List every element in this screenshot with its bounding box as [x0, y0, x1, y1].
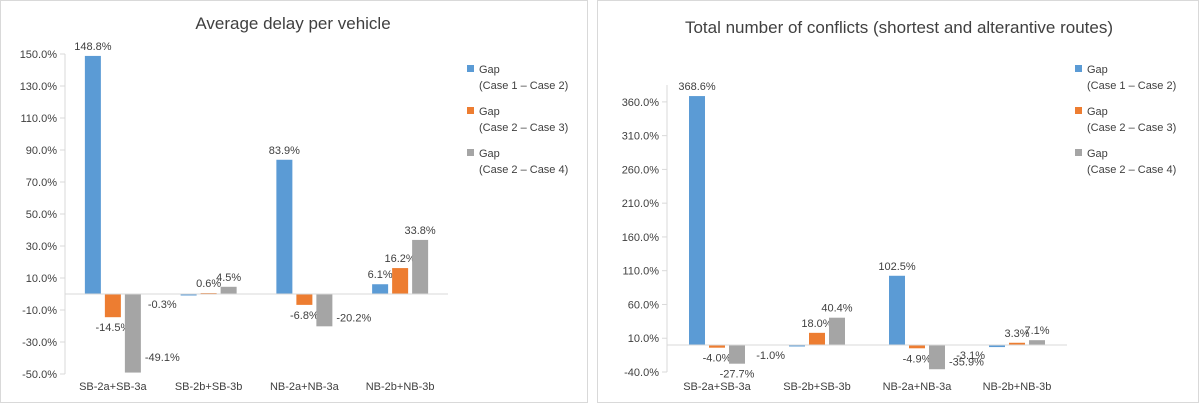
bar [689, 96, 705, 345]
y-tick-label: 130.0% [20, 81, 58, 93]
data-label: 0.6% [196, 278, 221, 290]
y-tick-label: 30.0% [26, 241, 57, 253]
legend-swatch [467, 107, 474, 114]
data-label: -20.2% [336, 312, 371, 324]
data-label: -4.9% [903, 353, 932, 365]
category-label: SB-2a+SB-3a [79, 381, 147, 393]
legend-swatch [1075, 107, 1082, 114]
data-label: 7.1% [1024, 325, 1049, 337]
legend-sublabel: (Case 1 – Case 2) [479, 80, 568, 92]
bar [989, 344, 1005, 348]
y-tick-label: 90.0% [26, 145, 57, 157]
data-label: 148.8% [74, 41, 112, 53]
bar [124, 294, 141, 373]
legend-label: Gap [1087, 106, 1108, 118]
data-label: 83.9% [269, 145, 300, 157]
y-tick-label: -30.0% [22, 337, 57, 349]
data-label: 102.5% [878, 261, 916, 273]
legend-sublabel: (Case 2 – Case 4) [479, 164, 568, 176]
data-label: -27.7% [720, 369, 755, 381]
legend-sublabel: (Case 2 – Case 3) [1087, 122, 1176, 134]
chart-title: Average delay per vehicle [195, 14, 390, 33]
category-label: SB-2a+SB-3a [683, 381, 751, 393]
conflicts-chart-panel: Total number of conflicts (shortest and … [597, 0, 1199, 403]
category-label: NB-2a+NB-3a [270, 381, 340, 393]
bar [104, 294, 121, 318]
data-label: 33.8% [405, 225, 436, 237]
category-label: NB-2a+NB-3a [883, 381, 953, 393]
legend-label: Gap [479, 106, 500, 118]
data-label: -14.5% [95, 322, 130, 334]
y-tick-label: 110.0% [623, 266, 660, 278]
legend-swatch [1075, 149, 1082, 156]
data-label: 16.2% [385, 253, 416, 265]
bar [84, 55, 101, 294]
data-label: 3.3% [1004, 328, 1029, 340]
category-label: NB-2b+NB-3b [983, 381, 1052, 393]
chart-title: Total number of conflicts (shortest and … [685, 18, 1113, 37]
conflicts-chart: Total number of conflicts (shortest and … [622, 18, 1177, 393]
y-tick-label: 160.0% [622, 232, 660, 244]
y-tick-label: -10.0% [22, 305, 57, 317]
y-tick-label: -40.0% [624, 367, 659, 379]
bar [316, 294, 333, 327]
bar [276, 159, 293, 294]
legend-label: Gap [1087, 64, 1108, 76]
bar [829, 317, 845, 345]
y-tick-label: 60.0% [628, 299, 659, 311]
data-label: -0.3% [148, 299, 177, 311]
delay-chart: Average delay per vehicle -50.0% -30.0% -1… [20, 14, 569, 393]
legend-label: Gap [1087, 148, 1108, 160]
category-label: NB-2b+NB-3b [366, 381, 435, 393]
legend-sublabel: (Case 2 – Case 3) [479, 122, 568, 134]
data-label: 368.6% [678, 81, 716, 93]
bar [1029, 340, 1045, 345]
legend-sublabel: (Case 1 – Case 2) [1087, 80, 1176, 92]
y-tick-label: 50.0% [26, 209, 57, 221]
category-label: SB-2b+SB-3b [175, 381, 243, 393]
bar [889, 275, 905, 345]
y-tick-label: 260.0% [622, 164, 660, 176]
y-tick-label: 150.0% [20, 49, 58, 61]
data-label: 6.1% [368, 269, 393, 281]
data-label: -6.8% [290, 310, 319, 322]
category-label: SB-2b+SB-3b [783, 381, 851, 393]
legend-swatch [1075, 65, 1082, 72]
bar [296, 294, 313, 305]
bar [789, 344, 805, 347]
data-label: -1.0% [756, 350, 785, 362]
bar [372, 284, 389, 294]
delay-chart-panel: Average delay per vehicle -50.0% -30.0% -1… [0, 0, 588, 403]
bar [929, 344, 945, 370]
bar [709, 344, 725, 348]
y-tick-label: -50.0% [22, 369, 57, 381]
bar [392, 268, 409, 294]
bar [180, 294, 197, 296]
legend-label: Gap [479, 148, 500, 160]
y-tick-label: 10.0% [628, 333, 659, 345]
y-tick-label: 10.0% [26, 273, 57, 285]
bar [1009, 342, 1025, 345]
y-tick-label: 70.0% [26, 177, 57, 189]
data-label: -35.9% [949, 357, 984, 369]
y-tick-label: 210.0% [622, 198, 660, 210]
data-label: -49.1% [145, 352, 180, 364]
bar [809, 332, 825, 345]
bar [412, 239, 429, 294]
legend-swatch [467, 149, 474, 156]
data-label: -4.0% [703, 353, 732, 365]
y-tick-label: 360.0% [622, 97, 660, 109]
data-label: -3.1% [956, 350, 985, 362]
legend-sublabel: (Case 2 – Case 4) [1087, 164, 1176, 176]
bar [729, 344, 745, 364]
data-label: 18.0% [801, 318, 832, 330]
y-tick-label: 110.0% [21, 113, 58, 125]
legend-label: Gap [479, 64, 500, 76]
data-label: 40.4% [821, 303, 852, 315]
legend-swatch [467, 65, 474, 72]
bar [909, 344, 925, 349]
y-tick-label: 310.0% [622, 131, 660, 143]
data-label: 4.5% [216, 272, 241, 284]
bar [220, 286, 237, 294]
